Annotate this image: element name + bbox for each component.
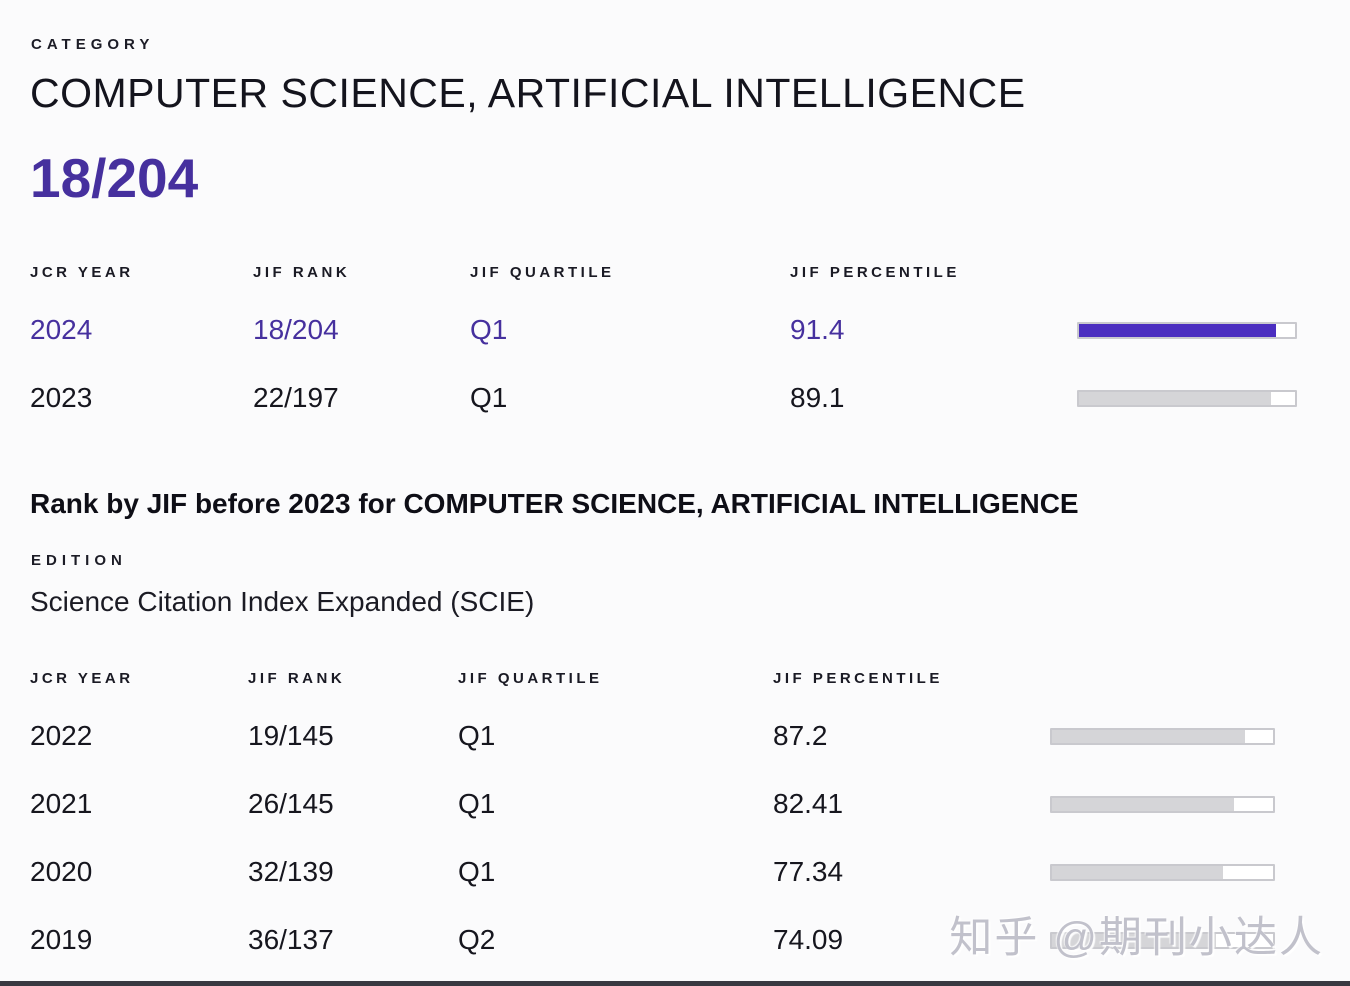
table-row: 2024 18/204 Q1 91.4	[30, 296, 1322, 364]
zhihu-watermark: 知乎 @期刊小达人	[949, 914, 1324, 962]
percentile-bar-fill	[1052, 729, 1245, 743]
cell-year: 2024	[30, 314, 93, 345]
cell-year: 2021	[30, 788, 93, 819]
percentile-bar-track	[1077, 389, 1297, 407]
current-rank-value: 18/204	[30, 147, 199, 209]
cell-rank: 18/204	[253, 314, 339, 345]
col-header-jif-percentile: JIF PERCENTILE	[773, 669, 943, 687]
cell-year: 2022	[30, 720, 93, 751]
table-header-row: JCR YEAR JIF RANK JIF QUARTILE JIF PERCE…	[30, 666, 1322, 690]
table-row: 2023 22/197 Q1 89.1	[30, 364, 1322, 432]
edition-value: Science Citation Index Expanded (SCIE)	[30, 586, 535, 617]
category-title: COMPUTER SCIENCE, ARTIFICIAL INTELLIGENC…	[30, 70, 1026, 116]
cell-rank: 32/139	[248, 856, 334, 887]
percentile-bar-track	[1050, 795, 1275, 813]
table-header-row: JCR YEAR JIF RANK JIF QUARTILE JIF PERCE…	[30, 260, 1322, 284]
col-header-jcr-year: JCR YEAR	[30, 669, 134, 687]
cell-quartile: Q1	[458, 856, 496, 887]
percentile-bar-fill	[1079, 323, 1277, 337]
cell-percentile: 77.34	[773, 856, 844, 887]
cell-rank: 19/145	[248, 720, 334, 751]
percentile-bar-track	[1050, 863, 1275, 881]
table-row: 2019 36/137 Q2 74.09	[30, 906, 1322, 974]
cell-rank: 36/137	[248, 924, 334, 955]
percentile-bar-fill	[1079, 391, 1272, 405]
table-row: 2021 26/145 Q1 82.41	[30, 770, 1322, 838]
category-label: CATEGORY	[31, 36, 155, 53]
cell-percentile: 91.4	[790, 314, 845, 345]
percentile-bar-fill	[1052, 797, 1235, 811]
table-row: 2020 32/139 Q1 77.34	[30, 838, 1322, 906]
cell-percentile: 82.41	[773, 788, 844, 819]
cell-rank: 22/197	[253, 382, 339, 413]
cell-quartile: Q1	[458, 720, 496, 751]
cell-quartile: Q1	[470, 382, 508, 413]
percentile-bar-track	[1050, 931, 1275, 949]
cell-quartile: Q1	[458, 788, 496, 819]
col-header-jcr-year: JCR YEAR	[30, 263, 134, 281]
cell-year: 2019	[30, 924, 93, 955]
cell-year: 2023	[30, 382, 93, 413]
table-row: 2022 19/145 Q1 87.2	[30, 702, 1322, 770]
percentile-bar-fill	[1052, 865, 1223, 879]
cell-quartile: Q1	[470, 314, 508, 345]
percentile-bar-track	[1077, 321, 1297, 339]
col-header-jif-quartile: JIF QUARTILE	[458, 669, 603, 687]
cell-quartile: Q2	[458, 924, 496, 955]
col-header-jif-rank: JIF RANK	[248, 669, 346, 687]
percentile-bar-track	[1050, 727, 1275, 745]
cell-percentile: 87.2	[773, 720, 828, 751]
jif-rank-table-historical: JCR YEAR JIF RANK JIF QUARTILE JIF PERCE…	[30, 666, 1322, 974]
percentile-bar-fill	[1052, 933, 1216, 947]
cell-year: 2020	[30, 856, 93, 887]
col-header-jif-rank: JIF RANK	[253, 263, 351, 281]
jif-rank-table-current: JCR YEAR JIF RANK JIF QUARTILE JIF PERCE…	[30, 260, 1322, 432]
cell-percentile: 74.09	[773, 924, 844, 955]
section-title-rank-before-2023: Rank by JIF before 2023 for COMPUTER SCI…	[30, 488, 1079, 519]
cell-rank: 26/145	[248, 788, 334, 819]
col-header-jif-percentile: JIF PERCENTILE	[790, 263, 960, 281]
edition-label: EDITION	[31, 552, 127, 569]
bottom-edge-bar	[0, 981, 1350, 986]
col-header-jif-quartile: JIF QUARTILE	[470, 263, 615, 281]
cell-percentile: 89.1	[790, 382, 845, 413]
